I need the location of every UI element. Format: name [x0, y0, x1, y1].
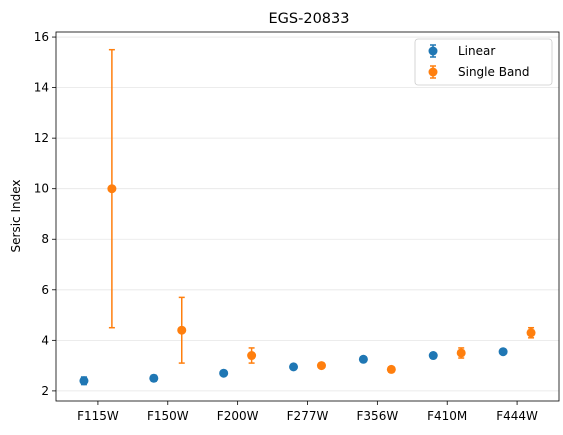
data-point — [289, 362, 299, 372]
x-tick-label: F200W — [217, 409, 259, 423]
y-ticks: 2 4 6 8 10 12 14 16 — [34, 30, 56, 398]
x-tick-label: F150W — [147, 409, 189, 423]
data-point — [456, 348, 466, 358]
x-tick-label: F356W — [357, 409, 399, 423]
data-point — [358, 354, 368, 364]
data-point — [247, 351, 257, 361]
data-point — [107, 184, 117, 194]
data-point — [498, 347, 508, 357]
y-tick-label: 8 — [41, 232, 49, 246]
y-tick-label: 4 — [41, 333, 49, 347]
legend-box — [414, 38, 553, 86]
x-tick-label: F444W — [496, 409, 538, 423]
x-tick-label: F115W — [77, 409, 119, 423]
y-tick-label: 10 — [34, 182, 49, 196]
y-tick-label: 14 — [34, 81, 49, 95]
legend-label: Single Band — [458, 65, 530, 79]
legend-label: Linear — [458, 44, 495, 58]
data-point — [428, 351, 438, 361]
series-single-band — [107, 48, 536, 374]
legend-marker — [428, 67, 438, 77]
data-point — [79, 376, 89, 386]
x-ticks: F115W F150W F200W F277W F356W F410M F444W — [77, 401, 538, 423]
data-point — [386, 364, 396, 374]
x-tick-label: F410M — [427, 409, 467, 423]
y-tick-label: 6 — [41, 283, 49, 297]
data-point — [526, 328, 536, 338]
data-point — [177, 325, 187, 335]
x-tick-label: F277W — [287, 409, 329, 423]
data-point — [149, 373, 159, 383]
plot-marks — [79, 48, 536, 386]
grid-lines — [56, 36, 559, 392]
y-tick-label: 16 — [34, 30, 49, 44]
plot-frame — [55, 31, 560, 402]
data-point — [316, 361, 326, 371]
series-linear — [79, 347, 508, 386]
y-axis-label: Sersic Index — [9, 180, 23, 253]
legend-marker — [428, 46, 438, 56]
data-point — [219, 368, 229, 378]
chart-title: EGS-20833 — [269, 11, 350, 27]
legend: Linear Single Band — [414, 38, 553, 86]
y-tick-label: 12 — [34, 131, 49, 145]
y-tick-label: 2 — [41, 384, 49, 398]
